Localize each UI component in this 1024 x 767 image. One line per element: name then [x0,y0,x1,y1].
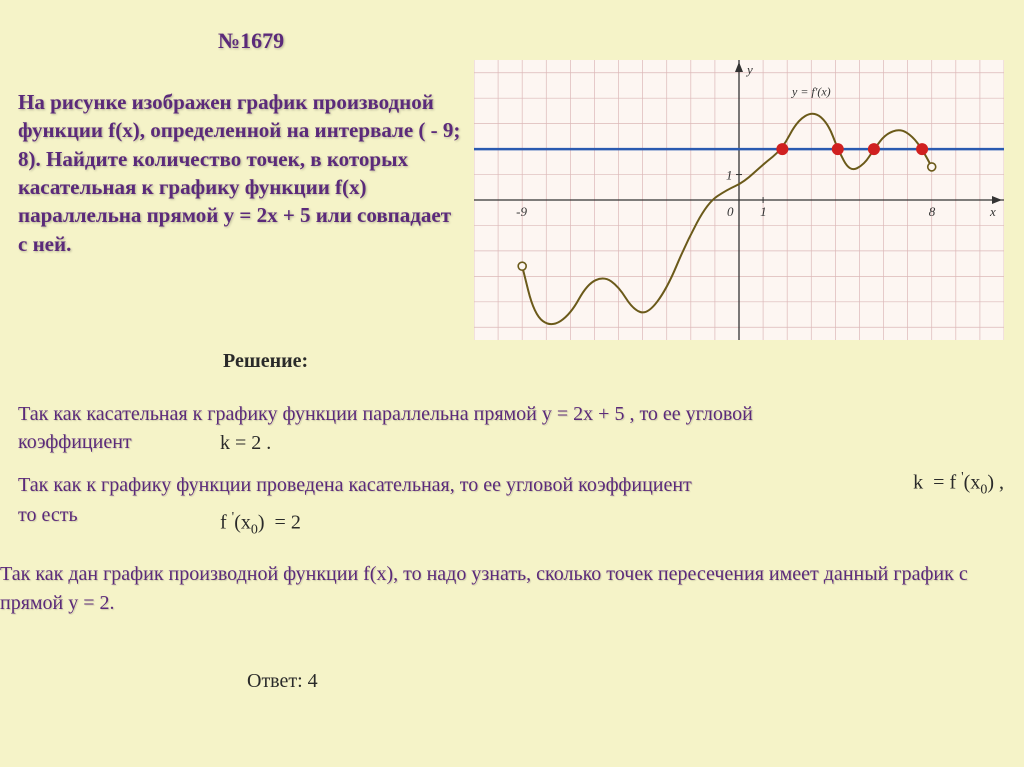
svg-text:1: 1 [726,168,733,183]
solution-para-1: Так как касательная к графику функции па… [18,400,1008,456]
answer-text: Ответ: 4 [247,670,318,693]
problem-statement: На рисунке изображен график производной … [18,88,463,258]
svg-text:y = f'(x): y = f'(x) [791,85,831,99]
para1-text-b: y = 2x + 5 , то ее угловой [542,403,753,425]
k-equals-2: k = 2 . [220,432,271,455]
para1-text-c: коэффициент [18,431,132,453]
k-equals-fprime: k = f '(x0) , [913,470,1004,499]
svg-text:y: y [745,62,753,77]
svg-text:-9: -9 [516,204,527,219]
svg-text:8: 8 [929,204,936,219]
solution-para-2: Так как к графику функции проведена каса… [18,470,1008,530]
derivative-chart: 0 1 1 -9 8 y x y = f'(x) [474,60,1004,340]
solution-heading: Решение: [223,350,308,373]
svg-text:0: 0 [727,204,734,219]
svg-text:x: x [989,204,996,219]
para1-text-a: Так как касательная к графику функции па… [18,403,542,425]
para2-text-a: Так как к графику функции проведена каса… [18,474,692,496]
chart-svg: 0 1 1 -9 8 y x y = f'(x) [474,60,1004,340]
solution-para-3: Так как дан график производной функции f… [0,560,1000,618]
fprime-equals-2: f '(x0) = 2 [220,510,301,539]
svg-text:1: 1 [760,204,767,219]
problem-number: №1679 [218,28,284,54]
para2-text-b: то есть [18,504,78,526]
